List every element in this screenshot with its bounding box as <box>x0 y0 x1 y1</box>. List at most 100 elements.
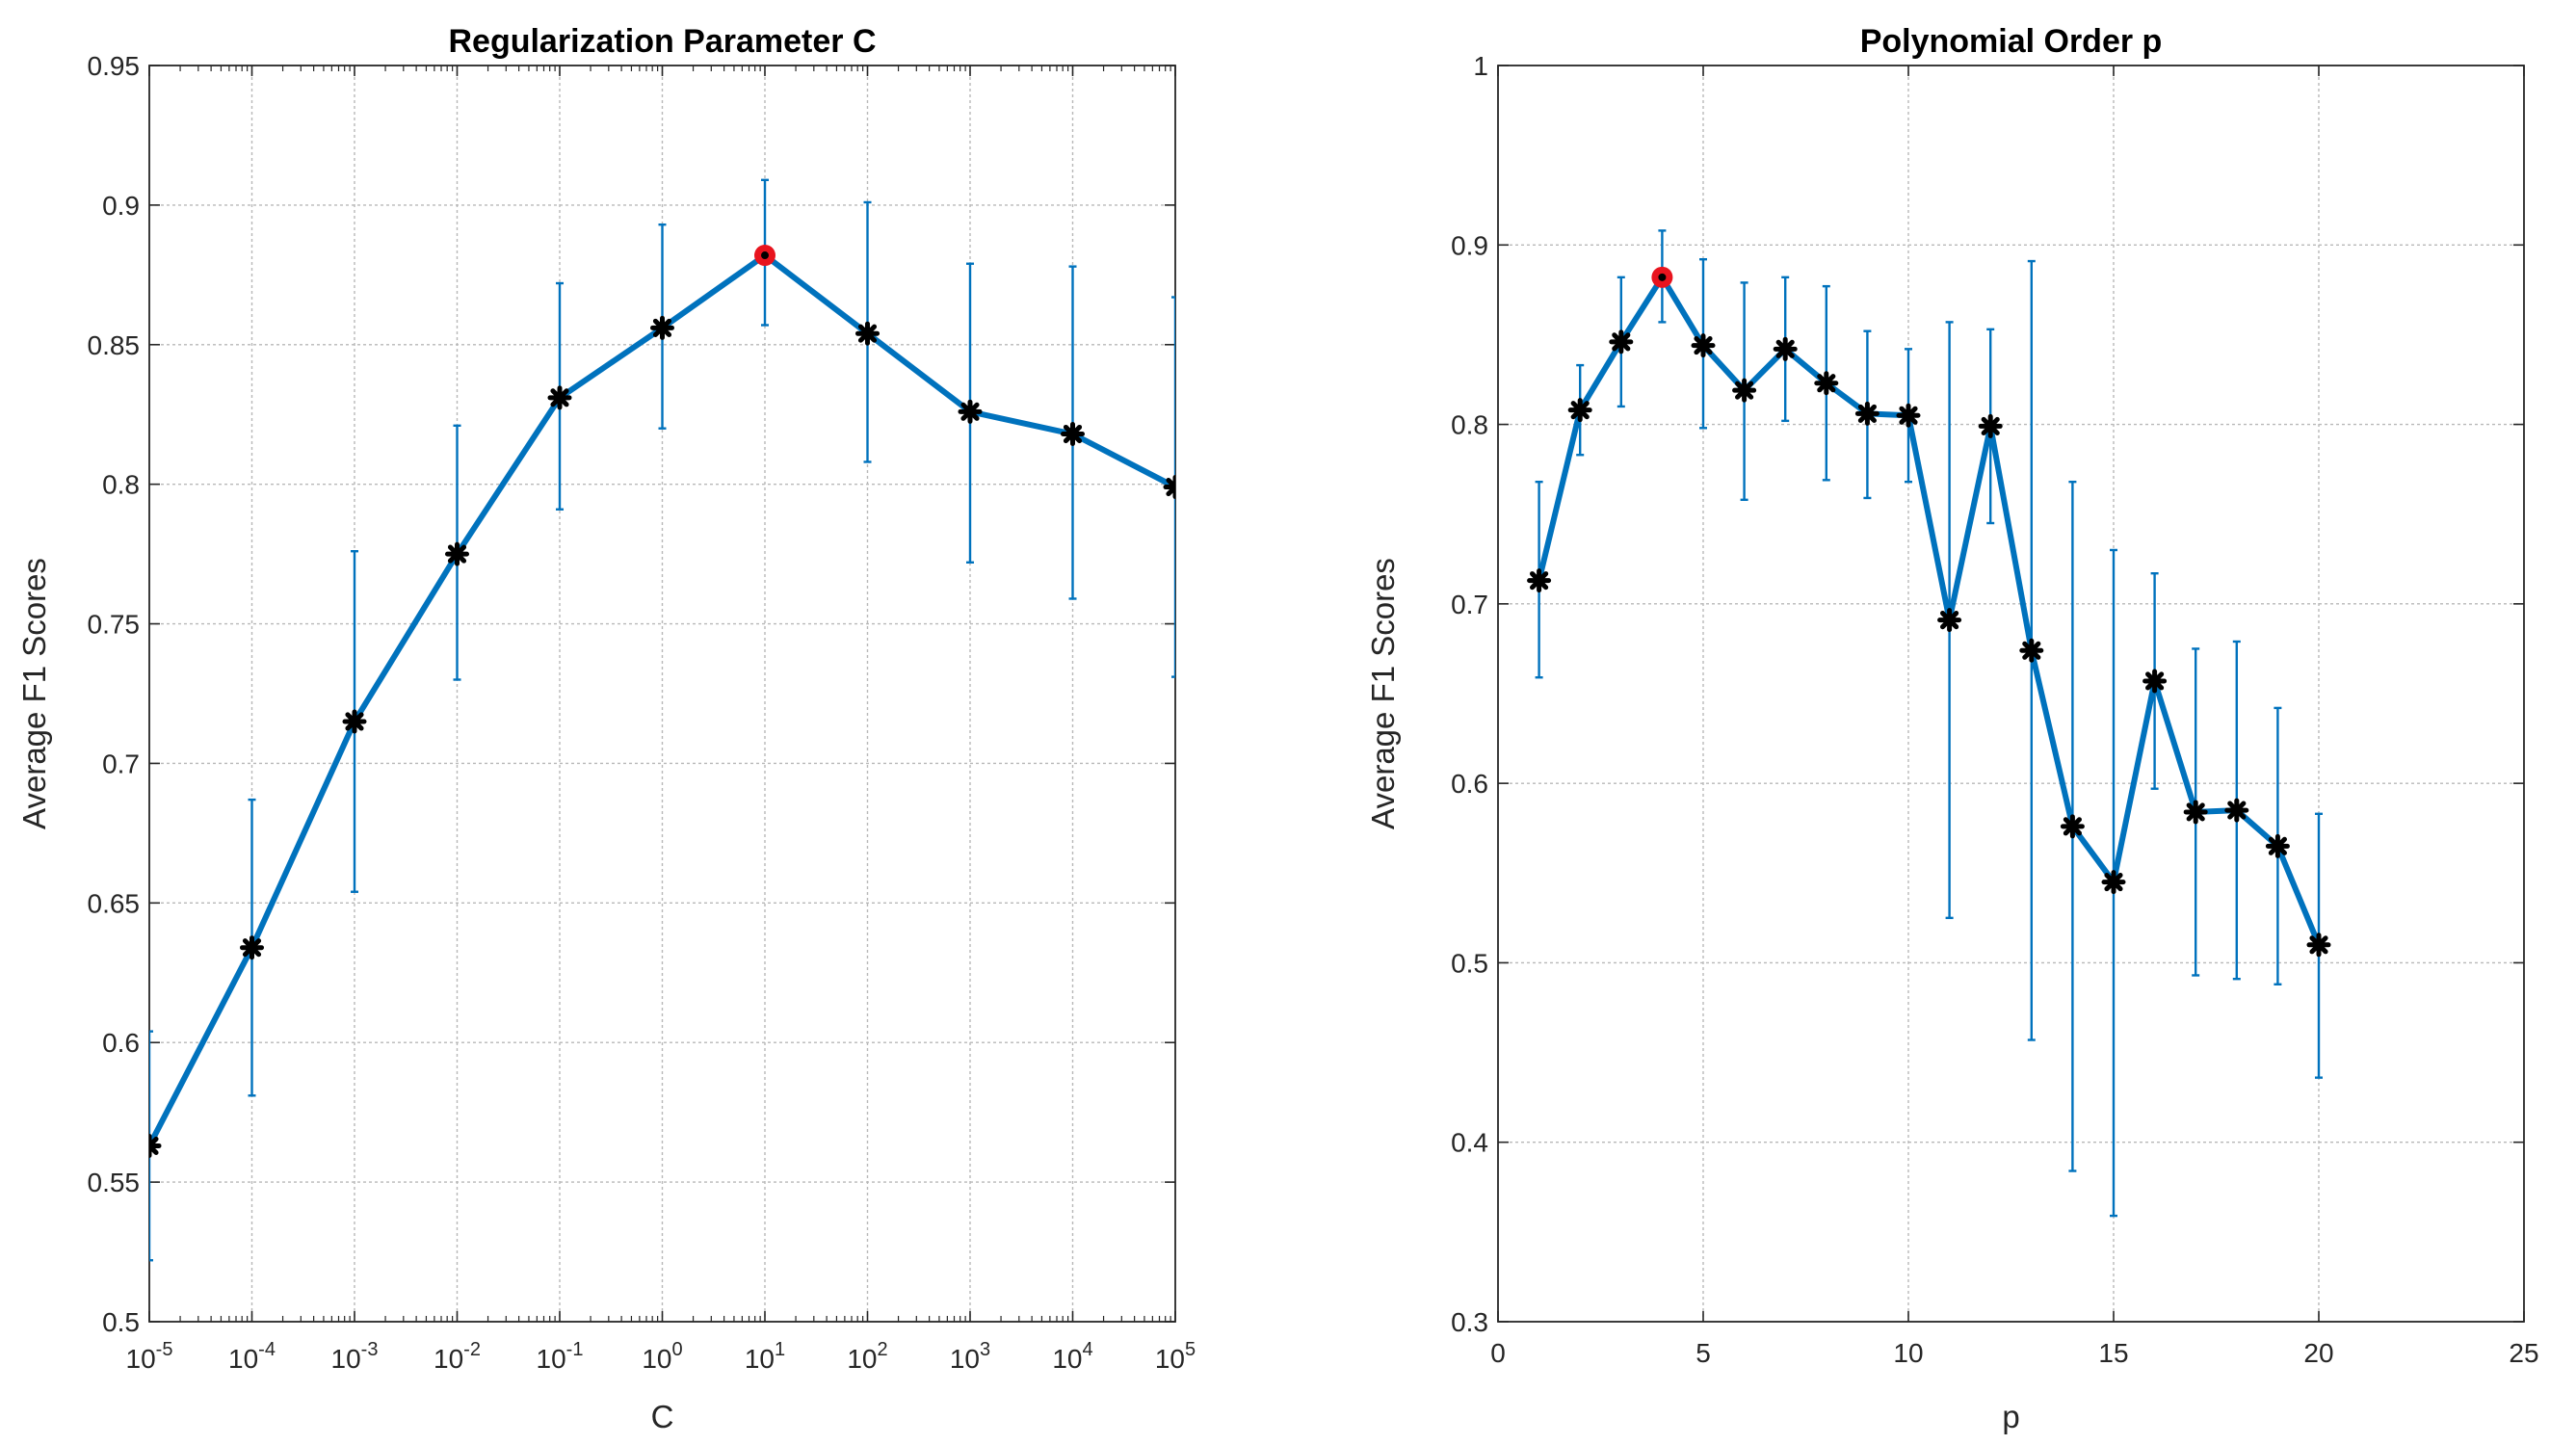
y-tick-label: 0.55 <box>88 1168 141 1197</box>
data-point <box>650 315 674 340</box>
y-tick-label: 0.7 <box>1451 590 1488 619</box>
data-point <box>342 709 367 734</box>
marker-stroke <box>345 712 364 731</box>
data-point <box>1773 336 1798 361</box>
x-tick-base: 10 <box>228 1344 258 1374</box>
x-tick-label: 10-1 <box>537 1339 584 1374</box>
marker-stroke <box>1899 406 1918 425</box>
data-point <box>1567 398 1592 423</box>
data-layer <box>149 178 1175 1262</box>
series-line <box>1536 274 2322 948</box>
x-tick-base: 10 <box>847 1344 877 1374</box>
marker-stroke <box>1166 484 1175 497</box>
data-point <box>1937 608 1962 633</box>
y-tick-label: 0.8 <box>102 470 140 500</box>
marker-stroke <box>857 324 878 343</box>
marker-stroke <box>1775 339 1795 358</box>
x-tick-exponent: 5 <box>1185 1339 1196 1360</box>
y-tick-label: 0.3 <box>1451 1307 1488 1337</box>
data-point <box>1978 413 2003 438</box>
marker-stroke <box>2022 641 2041 660</box>
y-tick-label: 0.65 <box>88 888 141 918</box>
axes-box <box>148 65 1176 1323</box>
x-tick-label: 5 <box>1695 1338 1711 1368</box>
x-tick-exponent: -4 <box>258 1339 276 1360</box>
x-tick-base: 10 <box>642 1344 671 1374</box>
data-point <box>240 935 264 960</box>
data-point <box>1163 475 1175 500</box>
x-tick-base: 10 <box>537 1344 566 1374</box>
marker-stroke <box>1166 477 1175 491</box>
marker-stroke <box>2063 817 2082 836</box>
x-tick-label: 0 <box>1490 1338 1506 1368</box>
chart-polynomial-order-p: 0.30.40.50.60.70.80.910 5 10 15 20 25Polynomi… <box>1365 23 2539 1434</box>
x-tick-label: 15 <box>2098 1338 2128 1368</box>
marker-stroke <box>550 388 569 407</box>
x-tick-label: 101 <box>745 1339 785 1374</box>
x-tick-exponent: -3 <box>361 1339 379 1360</box>
marker-stroke <box>1063 424 1083 444</box>
x-tick-label: 103 <box>950 1339 990 1374</box>
marker-stroke <box>1817 374 1836 393</box>
marker-stroke <box>2309 935 2328 955</box>
x-tick-exponent: 2 <box>878 1339 888 1360</box>
x-tick-exponent: -2 <box>463 1339 481 1360</box>
y-tick-label: 0.95 <box>88 51 141 81</box>
marker-stroke <box>1735 381 1754 400</box>
x-tick-base: 10 <box>745 1344 775 1374</box>
data-point <box>1691 333 1716 358</box>
data-point <box>2306 933 2331 958</box>
marker-stroke <box>652 318 672 337</box>
data-point <box>1854 401 1879 426</box>
data-point <box>1732 378 1757 403</box>
data-point <box>1527 568 1552 593</box>
y-tick-label: 0.7 <box>102 749 140 778</box>
x-tick-label: 104 <box>1052 1339 1092 1374</box>
marker-stroke <box>149 1136 159 1149</box>
x-tick-exponent: 0 <box>672 1339 683 1360</box>
data-point <box>958 399 983 424</box>
marker-stroke <box>1612 332 1631 352</box>
y-tick-label: 0.6 <box>1451 769 1488 799</box>
data-point <box>1651 266 1673 288</box>
x-tick-label: 25 <box>2509 1338 2538 1368</box>
x-tick-exponent: 4 <box>1083 1339 1093 1360</box>
data-layer <box>1527 229 2331 1218</box>
y-tick-label: 0.9 <box>1451 230 1488 260</box>
data-point <box>1609 329 1634 355</box>
y-tick-label: 0.85 <box>88 330 141 360</box>
marker-stroke <box>2104 873 2123 892</box>
data-point <box>2224 798 2249 823</box>
data-point <box>149 1133 162 1158</box>
marker-stroke <box>1940 611 1959 630</box>
data-point <box>445 541 469 566</box>
chart-title: Polynomial Order p <box>1860 23 2163 60</box>
marker-stroke <box>2227 801 2247 820</box>
marker-stroke <box>1981 416 2000 435</box>
x-tick-label: 102 <box>847 1339 887 1374</box>
axes-box <box>1497 65 2525 1323</box>
data-point <box>547 385 572 410</box>
marker-stroke <box>1694 336 1713 355</box>
y-tick-label: 0.75 <box>88 610 141 640</box>
x-tick-exponent: 1 <box>775 1339 785 1360</box>
data-point <box>855 321 880 346</box>
marker-stroke <box>2268 836 2287 855</box>
data-point <box>1896 403 1921 428</box>
x-tick-base: 10 <box>331 1344 361 1374</box>
highlight-center <box>1658 273 1667 281</box>
marker-stroke <box>447 544 467 564</box>
data-point <box>2183 800 2208 825</box>
y-tick-label: 0.8 <box>1451 410 1488 440</box>
x-tick-label: 10-3 <box>331 1339 379 1374</box>
x-tick-label: 20 <box>2303 1338 2333 1368</box>
x-tick-label: 105 <box>1155 1339 1196 1374</box>
y-tick-label: 1 <box>1473 51 1488 81</box>
x-tick-base: 10 <box>950 1344 980 1374</box>
x-tick-label: 10-5 <box>126 1339 173 1374</box>
data-point <box>2019 638 2044 663</box>
y-tick-label: 0.4 <box>1451 1128 1488 1158</box>
x-tick-base: 10 <box>1155 1344 1185 1374</box>
